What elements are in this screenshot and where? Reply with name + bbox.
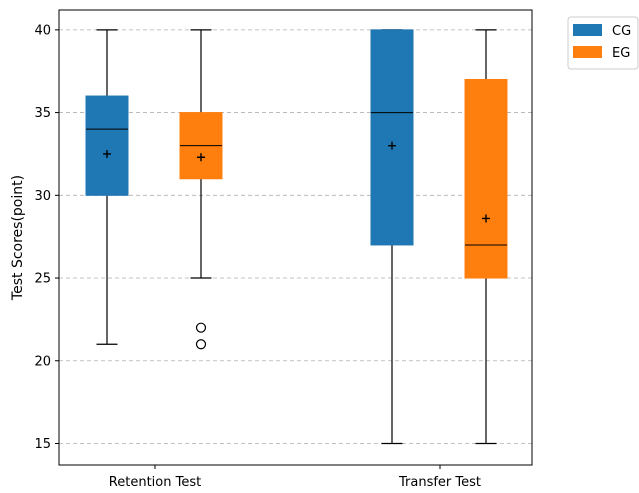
legend: CG EG	[567, 16, 639, 70]
mean-marker	[388, 141, 396, 150]
legend-swatch-cg	[573, 24, 602, 36]
box-eg-0	[179, 29, 223, 350]
y-tick-label: 35	[34, 106, 51, 121]
box-group	[85, 29, 508, 445]
y-tick-label: 30	[34, 189, 51, 204]
y-tick-label: 20	[34, 354, 51, 369]
box-body	[85, 95, 129, 196]
mean-marker	[103, 149, 111, 158]
box-body	[464, 78, 508, 279]
box-cg-1	[370, 29, 414, 445]
x-tick-label: Transfer Test	[398, 475, 481, 490]
x-tick-label: Retention Test	[109, 475, 201, 490]
y-axis-title: Test Scores(point)	[10, 175, 26, 301]
box-cg-0	[85, 29, 129, 345]
y-tick-label: 40	[34, 23, 51, 38]
plot-frame	[58, 9, 533, 466]
box-eg-1	[464, 29, 508, 445]
outlier-point	[195, 322, 207, 333]
legend-label-eg: EG	[612, 46, 630, 61]
mean-marker	[197, 153, 205, 162]
y-tick-label: 15	[34, 437, 51, 452]
y-tick-label: 25	[34, 272, 51, 287]
gridlines	[59, 29, 532, 444]
mean-marker	[482, 214, 490, 223]
outlier-point	[195, 339, 207, 350]
box-body	[370, 29, 414, 246]
x-axis: Retention Test Transfer Test	[109, 465, 481, 490]
legend-swatch-eg	[573, 46, 602, 58]
y-axis: 15 20 25 30 35 40	[34, 23, 59, 452]
legend-label-cg: CG	[612, 24, 631, 39]
